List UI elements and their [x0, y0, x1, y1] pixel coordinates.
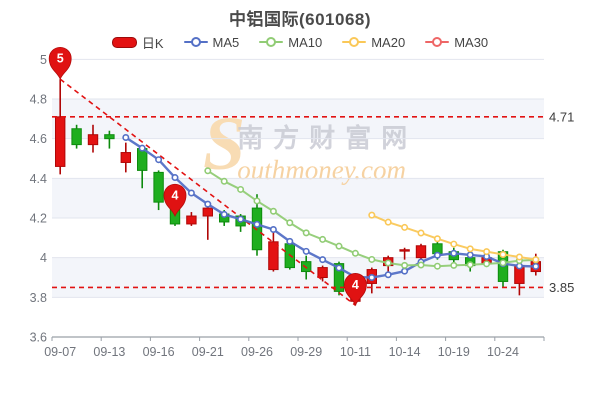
candle[interactable] [87, 124, 99, 153]
ma5-line [122, 133, 540, 281]
reference-line-label: 3.85 [549, 280, 574, 295]
x-axis-label: 09-26 [241, 345, 273, 359]
chart-title: 中铝国际(601068) [228, 10, 372, 29]
candle[interactable] [186, 212, 197, 226]
reference-line-label: 4.71 [549, 109, 574, 124]
candle[interactable] [153, 170, 164, 211]
y-axis-label: 3.6 [30, 331, 47, 345]
legend-label-ma10: MA10 [288, 34, 323, 50]
reference-line: 3.85 [52, 280, 574, 295]
y-axis-label: 4.8 [30, 93, 47, 107]
candlestick-swatch-icon [111, 36, 137, 48]
legend-item-ma20[interactable]: MA20 [342, 35, 405, 50]
candle[interactable] [268, 229, 279, 272]
trend-line [59, 78, 356, 306]
candle[interactable] [317, 265, 328, 282]
candle[interactable] [55, 79, 66, 175]
ma10-marker-icon [259, 37, 284, 47]
legend-label-ma5: MA5 [212, 34, 240, 50]
svg-text:4: 4 [352, 278, 359, 292]
y-axis-label: 4.2 [30, 212, 47, 226]
ma5-marker-icon [183, 37, 208, 47]
candle[interactable] [104, 130, 115, 149]
x-axis-label: 10-14 [389, 345, 421, 359]
x-axis-label: 09-21 [192, 345, 224, 359]
x-axis-label: 09-16 [143, 345, 175, 359]
candles-layer [55, 79, 541, 306]
legend-label-ma20: MA20 [371, 34, 406, 50]
chart-legend: 日K MA5 MA10 MA20 MA30 [0, 33, 600, 51]
legend-item-ma5[interactable]: MA5 [183, 34, 240, 50]
balloon-marker-5: 5 [48, 47, 72, 81]
candle[interactable] [71, 124, 82, 149]
candle[interactable] [202, 206, 214, 240]
legend-item-dayk[interactable]: 日K [111, 33, 164, 52]
legend-item-ma30[interactable]: MA30 [425, 35, 488, 50]
svg-text:5: 5 [57, 52, 64, 66]
x-axis-label: 10-24 [487, 345, 519, 359]
reference-line: 4.71 [52, 109, 574, 124]
candle[interactable] [120, 142, 131, 173]
legend-label-dayk: 日K [141, 35, 164, 51]
x-axis-label: 10-19 [438, 345, 470, 359]
legend-item-ma10[interactable]: MA10 [259, 35, 322, 50]
y-axis-labels: 5 4.8 4.6 4.4 4.2 4 3.8 3.6 [30, 53, 47, 345]
y-axis-label: 5 [40, 53, 47, 67]
ma20-line [368, 211, 540, 264]
x-axis-label: 09-29 [290, 345, 322, 359]
svg-text:4: 4 [172, 189, 179, 203]
y-axis-label: 4.4 [30, 172, 47, 186]
grid-layer [52, 58, 544, 298]
candle[interactable] [137, 146, 148, 189]
balloon-marker-4: 4 [343, 273, 367, 307]
candle[interactable] [399, 247, 410, 260]
x-axis-label: 09-07 [44, 345, 76, 359]
legend-label-ma30: MA30 [454, 34, 489, 50]
y-axis-label: 3.8 [30, 291, 47, 305]
y-axis-label: 4.6 [30, 132, 47, 146]
x-axis-label: 09-13 [93, 345, 125, 359]
balloon-marker-4: 4 [163, 183, 187, 218]
ma10-line [204, 167, 540, 270]
y-axis-label: 4 [40, 251, 47, 265]
ma20-marker-icon [342, 37, 367, 47]
x-axis: 09-07 09-13 09-16 09-21 09-26 09-29 10-11 10-14… [44, 336, 545, 359]
x-axis-label: 10-11 [340, 345, 371, 359]
ma30-marker-icon [425, 37, 450, 47]
